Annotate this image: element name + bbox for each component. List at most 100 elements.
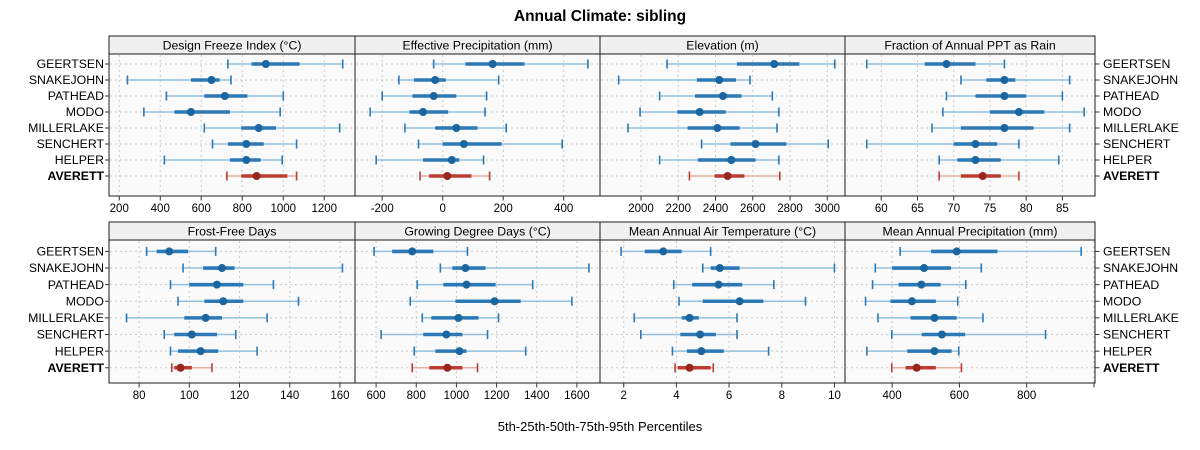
median-dot [917,280,926,289]
median-dot [715,264,724,273]
x-axis-tick-label: 2400 [703,203,729,215]
station-label-left-senchert: SENCHERT [37,137,105,151]
median-dot [697,347,706,356]
percentile-row-geertsen [899,246,1083,256]
median-dot [978,172,987,180]
station-label-right-millerlake: MILLERLAKE [1103,311,1179,325]
x-axis-tick-label: 800 [233,203,252,215]
percentile-row-modo [864,296,959,306]
station-label-left-millerlake: MILLERLAKE [28,121,104,135]
median-dot [714,280,723,289]
station-label-right-modo: MODO [1103,105,1141,119]
x-axis-tick-label: 8 [779,390,785,402]
median-dot [971,140,980,148]
median-dot [462,280,471,289]
percentile-row-senchert [211,139,298,149]
station-label-left-averett: AVERETT [48,361,105,375]
station-label-left-modo: MODO [66,294,104,308]
x-axis-tick-label: 75 [984,203,997,215]
panel-background [845,240,1095,383]
station-label-left-pathead: PATHEAD [48,89,104,103]
station-label-right-snakejohn: SNAKEJOHN [1103,73,1178,87]
percentile-row-averett [674,363,715,373]
station-label-right-helper: HELPER [1103,153,1152,167]
panel-header-strip [844,221,1096,241]
percentile-row-averett [688,171,781,181]
panel-growing-degree-days-c: Growing Degree Days (°C) 600 800 1000 1200 14… [354,221,601,402]
percentile-row-snakejohn [439,263,590,273]
x-axis-tick-label: 85 [1056,203,1069,215]
median-dot [429,92,438,100]
percentile-row-snakejohn [701,263,836,273]
x-axis-tick-label: 120 [230,390,249,402]
x-axis-tick-label: 1600 [564,390,590,402]
median-dot [207,76,216,84]
x-axis-tick-label: -200 [371,203,394,215]
x-axis-tick-label: 1000 [444,390,470,402]
percentile-row-senchert [640,330,738,339]
station-label-left-senchert: SENCHERT [37,328,105,342]
percentile-row-averett [411,363,479,373]
percentile-row-millerlake [627,123,778,133]
station-label-right-averett: AVERETT [1103,169,1160,183]
x-axis-tick-label: 0 [440,203,446,215]
percentile-row-pathead [416,280,534,290]
percentile-row-snakejohn [182,263,344,273]
percentile-row-helper [413,346,527,356]
median-dot [187,108,195,116]
median-dot [723,172,732,180]
x-axis-tick-label: 1200 [484,390,510,402]
x-axis-tick-label: 400 [554,203,573,215]
percentile-row-pathead [871,280,967,290]
x-axis-tick-label: 2000 [628,203,654,215]
panel-header-strip [844,35,1096,55]
station-label-right-geertsen: GEERTSEN [1103,57,1170,71]
percentile-row-geertsen [145,246,217,256]
station-label-right-helper: HELPER [1103,344,1152,358]
median-dot [942,60,951,68]
median-dot [937,330,946,339]
x-axis-tick-label: 60 [875,203,888,215]
median-dot [770,60,779,68]
percentile-row-millerlake [421,313,500,323]
x-axis-tick-label: 600 [950,390,969,402]
percentile-row-senchert [417,139,563,149]
percentile-row-modo [409,296,573,306]
x-axis-tick-label: 4 [673,390,680,402]
station-label-left-snakejohn: SNAKEJOHN [29,261,104,275]
percentile-row-millerlake [877,313,984,323]
median-dot [252,172,261,180]
station-labels-top: GEERTSEN GEERTSEN SNAKEJOHN SNAKEJOHN PATHEA… [28,57,1179,183]
median-dot [1014,108,1023,116]
percentile-row-averett [938,171,1020,181]
median-dot [751,140,760,148]
percentile-row-pathead [672,280,775,290]
x-axis-tick-label: 600 [192,203,211,215]
median-dot [442,330,451,339]
percentile-row-averett [890,363,963,373]
station-label-left-helper: HELPER [55,153,104,167]
median-dot [220,92,229,100]
x-axis-tick-label: 2600 [740,203,766,215]
x-axis-tick-label: 140 [280,390,299,402]
station-label-right-averett: AVERETT [1103,361,1160,375]
median-dot [490,297,499,306]
percentile-row-averett [170,363,213,373]
station-label-right-senchert: SENCHERT [1103,328,1171,342]
x-axis-tick-label: 600 [366,390,385,402]
median-dot [454,313,463,322]
median-dot [1000,92,1009,100]
x-axis-caption: 5th-25th-50th-75th-95th Percentiles [498,419,703,434]
percentile-row-millerlake [404,123,508,133]
median-dot [459,140,468,148]
percentile-row-senchert [890,330,1047,339]
median-dot [217,264,226,273]
x-axis-tick-label: 6 [726,390,732,402]
percentile-row-senchert [700,139,830,149]
median-dot [443,172,452,180]
median-dot [187,330,196,339]
panel-mean-annual-air-temperature-c: Mean Annual Air Temperature (°C) 2 4 6 8 10 [599,221,846,402]
median-dot [715,76,724,84]
median-dot [488,60,497,68]
